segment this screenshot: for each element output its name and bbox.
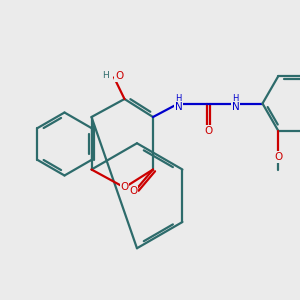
Text: O: O <box>120 182 129 193</box>
Text: O: O <box>204 126 213 136</box>
Text: N: N <box>175 101 182 112</box>
Text: O: O <box>274 152 282 162</box>
Text: O: O <box>129 186 138 197</box>
Text: H: H <box>102 70 109 80</box>
Text: H: H <box>175 94 182 103</box>
Text: H: H <box>232 94 239 103</box>
Text: N: N <box>232 101 239 112</box>
Text: O: O <box>115 71 124 81</box>
